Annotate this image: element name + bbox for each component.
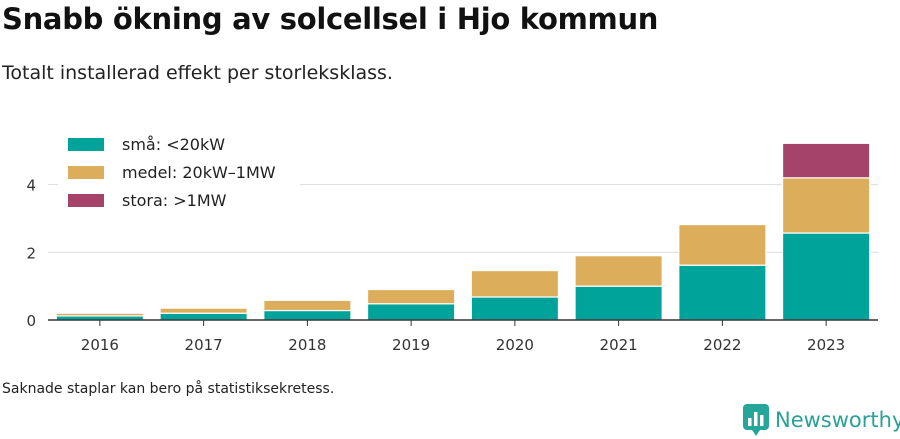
newsworthy-logo-icon: [743, 404, 769, 436]
y-tick-label: 2: [26, 244, 36, 262]
legend-swatch: [68, 194, 104, 207]
bar-segment: [263, 299, 352, 312]
bar-segment: [470, 269, 560, 298]
x-tick-label: 2021: [600, 336, 638, 354]
bar-segment: [781, 142, 871, 179]
brand-name: Newsworthy: [775, 408, 900, 432]
bar-segment: [55, 312, 145, 317]
bar-segment: [781, 177, 871, 234]
x-tick-label: 2020: [496, 336, 534, 354]
legend-swatch: [68, 166, 104, 179]
y-tick-label: 4: [26, 177, 36, 195]
bar-segment: [574, 285, 663, 321]
bar-segment: [159, 307, 248, 314]
legend-label: stora: >1MW: [122, 191, 227, 210]
x-tick-label: 2018: [288, 336, 326, 354]
bars: [55, 142, 871, 321]
y-tick-label: 0: [26, 312, 36, 330]
stacked-bar-chart: 2016 2017 2018 2019 2020 2021 2022 2023 0 2 4 små…: [26, 130, 878, 354]
chart-title: Snabb ökning av solcellsel i Hjo kommun: [2, 2, 659, 36]
bar-segment: [678, 264, 767, 321]
bar-segment: [574, 255, 663, 287]
legend: små: <20kW medel: 20kW–1MW stora: >1MW: [58, 130, 300, 218]
bar-segment: [781, 232, 871, 321]
x-tick-label: 2019: [392, 336, 430, 354]
x-tick-label: 2023: [807, 336, 845, 354]
y-axis: 0 2 4: [26, 177, 36, 330]
bar-segment: [470, 296, 560, 321]
legend-label: medel: 20kW–1MW: [122, 163, 276, 182]
bar-segment: [159, 312, 248, 321]
bar-segment: [366, 303, 456, 321]
legend-swatch: [68, 138, 104, 151]
chart-subtitle: Totalt installerad effekt per storlekskl…: [2, 62, 393, 84]
bar-segment: [678, 223, 767, 266]
bar-segment: [366, 288, 456, 305]
legend-label: små: <20kW: [122, 135, 225, 154]
x-tick-label: 2016: [81, 336, 119, 354]
x-axis: 2016 2017 2018 2019 2020 2021 2022 2023: [48, 319, 878, 354]
bar-segment: [263, 309, 352, 321]
footnote: Saknade staplar kan bero på statistiksek…: [2, 381, 335, 397]
brand-logo[interactable]: Newsworthy: [743, 404, 900, 436]
x-tick-label: 2017: [185, 336, 223, 354]
x-tick-label: 2022: [703, 336, 741, 354]
